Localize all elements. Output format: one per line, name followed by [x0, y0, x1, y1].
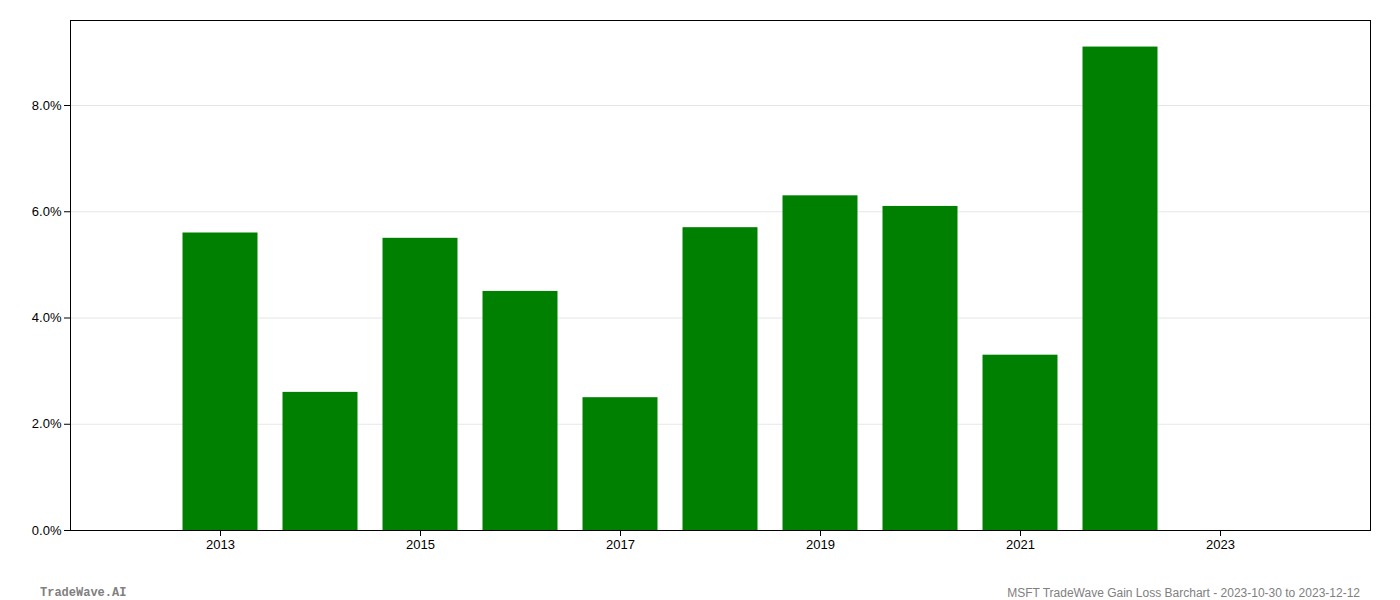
svg-text:2.0%: 2.0% [32, 416, 62, 431]
svg-text:2021: 2021 [1006, 537, 1035, 552]
svg-text:0.0%: 0.0% [32, 523, 62, 538]
html-text:TradeWave.AI: TradeWave.AI [40, 586, 127, 600]
svg-text:4.0%: 4.0% [32, 310, 62, 325]
svg-text:2013: 2013 [206, 537, 235, 552]
svg-text:2017: 2017 [606, 537, 635, 552]
svg-text:2023: 2023 [1206, 537, 1235, 552]
svg-text:6.0%: 6.0% [32, 204, 62, 219]
svg-text:8.0%: 8.0% [32, 98, 62, 113]
html-text:MSFT TradeWave Gain Loss Barch: MSFT TradeWave Gain Loss Barchart - 2023… [1007, 586, 1360, 600]
svg-text:2019: 2019 [806, 537, 835, 552]
svg-text:2015: 2015 [406, 537, 435, 552]
